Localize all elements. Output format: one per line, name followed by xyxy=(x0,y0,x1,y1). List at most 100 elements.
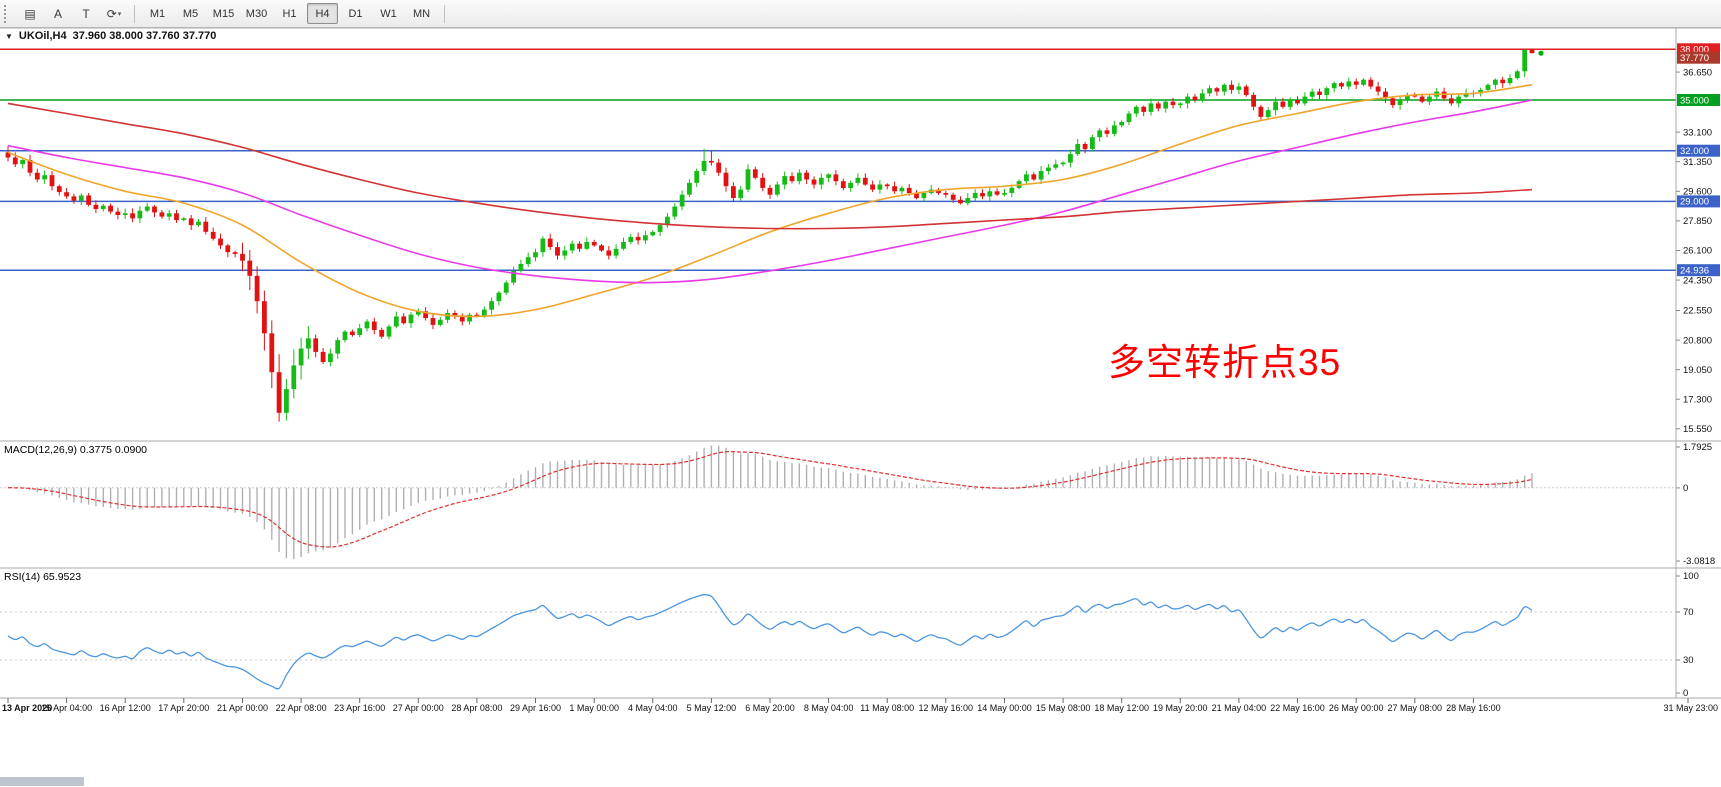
cycle-symbols-icon[interactable]: ⟳ ▾ xyxy=(106,6,122,21)
timeframe-m30-button[interactable]: M30 xyxy=(245,7,268,20)
price-badge-35.000[interactable] xyxy=(1677,94,1720,106)
candle-body xyxy=(1243,86,1249,95)
timeframe-h1-button[interactable]: H1 xyxy=(282,7,297,20)
text-tool-icon[interactable]: T xyxy=(82,6,90,21)
macd-tick-label: -3.0818 xyxy=(1683,556,1715,567)
candle-body xyxy=(1053,164,1059,168)
candle-body xyxy=(606,250,612,256)
candle-body xyxy=(1251,94,1256,107)
candle-body xyxy=(210,231,216,239)
price-tick-label: 36.650 xyxy=(1683,67,1712,78)
candle-body xyxy=(1427,96,1432,102)
candle-body xyxy=(745,169,751,190)
price-badge-24.936[interactable] xyxy=(1677,264,1720,277)
candle-body xyxy=(987,191,993,197)
timeframe-group: M1 M5 M15 M30 H1 H4 D1 W1 MN xyxy=(141,3,438,24)
candle-body xyxy=(862,177,868,185)
candle-body xyxy=(1031,174,1037,180)
candle-body xyxy=(437,319,443,325)
candle-body xyxy=(943,193,949,195)
candle-body xyxy=(665,216,670,226)
timeframe-d1-button[interactable]: D1 xyxy=(348,7,363,20)
candle-body xyxy=(1170,101,1176,106)
bid-price-badge[interactable] xyxy=(1677,51,1720,64)
candle-body xyxy=(203,221,209,232)
candle-body xyxy=(1441,91,1447,99)
candle-body xyxy=(1324,88,1330,95)
candle-body xyxy=(1361,79,1366,85)
time-label: 29 Apr 16:00 xyxy=(510,703,561,713)
toolbar-grip[interactable] xyxy=(4,4,10,23)
candle-body xyxy=(1412,94,1418,97)
timeframe-w1-button[interactable]: W1 xyxy=(380,7,397,20)
candle-body xyxy=(328,353,333,363)
time-label: 28 May 16:00 xyxy=(1446,703,1501,713)
time-label: 31 May 23:00 xyxy=(1663,703,1718,713)
candle-body xyxy=(1068,154,1073,163)
candle-body xyxy=(525,257,531,264)
candle-body xyxy=(1463,93,1469,97)
candle-body xyxy=(1449,98,1454,104)
candle-body xyxy=(848,182,853,188)
candle-body xyxy=(459,316,465,322)
candle-body xyxy=(489,301,494,310)
price-badge-32.000[interactable] xyxy=(1677,144,1720,157)
charts-grid-icon[interactable]: ▤ xyxy=(24,6,36,21)
collapse-arrow-icon[interactable]: ▼ xyxy=(5,31,13,41)
candle-body xyxy=(555,247,560,256)
price-badge-38.000-label: 38.000 xyxy=(1680,45,1709,56)
candle-body xyxy=(188,218,194,226)
candle-body xyxy=(1405,94,1410,100)
rsi-tick-label: 70 xyxy=(1683,607,1694,618)
time-label: 22 May 16:00 xyxy=(1270,703,1325,713)
candle-body xyxy=(276,372,282,413)
candle-body xyxy=(1090,137,1095,149)
candle-body xyxy=(415,311,421,315)
candle-body xyxy=(1353,81,1359,85)
time-label: 6 May 20:00 xyxy=(745,703,795,713)
candle-body xyxy=(1375,86,1381,92)
candle-body xyxy=(1002,193,1007,195)
candle-body xyxy=(1507,78,1513,84)
candle-body xyxy=(1419,96,1425,102)
candle-body xyxy=(1133,106,1139,114)
timeframe-mn-button[interactable]: MN xyxy=(412,7,431,20)
price-badge-29.000[interactable] xyxy=(1677,195,1720,208)
current-price-marker xyxy=(1538,50,1544,56)
timeframe-m5-button[interactable]: M5 xyxy=(182,7,199,20)
time-label: 28 Apr 08:00 xyxy=(451,703,502,713)
candle-body xyxy=(701,160,707,171)
bid-price-badge-label: 37.770 xyxy=(1680,53,1709,64)
candle-body xyxy=(64,192,69,197)
price-chart-canvas[interactable]: 36.650 33.100 31.350 29.600 27.850 26.100 24.3… xyxy=(0,28,1721,787)
candle-body xyxy=(474,314,480,317)
candle-body xyxy=(371,321,377,330)
candle-body xyxy=(393,316,399,327)
timeframe-h4-button[interactable]: H4 xyxy=(307,3,338,24)
price-tick-label: 29.600 xyxy=(1683,187,1712,198)
candle-body xyxy=(34,172,40,180)
chart-window: 36.650 33.100 31.350 29.600 27.850 26.100 24.3… xyxy=(0,28,1721,787)
time-label: 18 May 12:00 xyxy=(1094,703,1149,713)
time-label: 26 May 00:00 xyxy=(1329,703,1384,713)
candle-body xyxy=(452,313,458,317)
candle-body xyxy=(254,275,260,302)
candle-body xyxy=(481,309,487,317)
candle-body xyxy=(533,252,538,258)
candle-body xyxy=(635,236,641,241)
top-toolbar: ▤ A T ⟳ ▾ M1 M5 M15 M30 H1 H4 D1 W1 MN xyxy=(0,0,1721,28)
candle-body xyxy=(5,152,11,158)
candle-body xyxy=(599,245,604,251)
candle-body xyxy=(1397,100,1403,106)
candle-body xyxy=(284,389,289,413)
chart-annotation-text[interactable]: 多空转折点35 xyxy=(1108,342,1342,383)
candle-body xyxy=(994,191,1000,195)
timeframe-m15-button[interactable]: M15 xyxy=(212,7,235,20)
candle-body xyxy=(936,189,941,193)
timeframe-m1-button[interactable]: M1 xyxy=(149,7,166,20)
annotation-a-icon[interactable]: A xyxy=(53,6,62,21)
candle-body xyxy=(1390,98,1396,106)
price-tick-label: 24.350 xyxy=(1683,275,1712,286)
candle-body xyxy=(423,311,428,319)
tool-icon-group: ▤ A T ⟳ ▾ xyxy=(16,3,128,25)
